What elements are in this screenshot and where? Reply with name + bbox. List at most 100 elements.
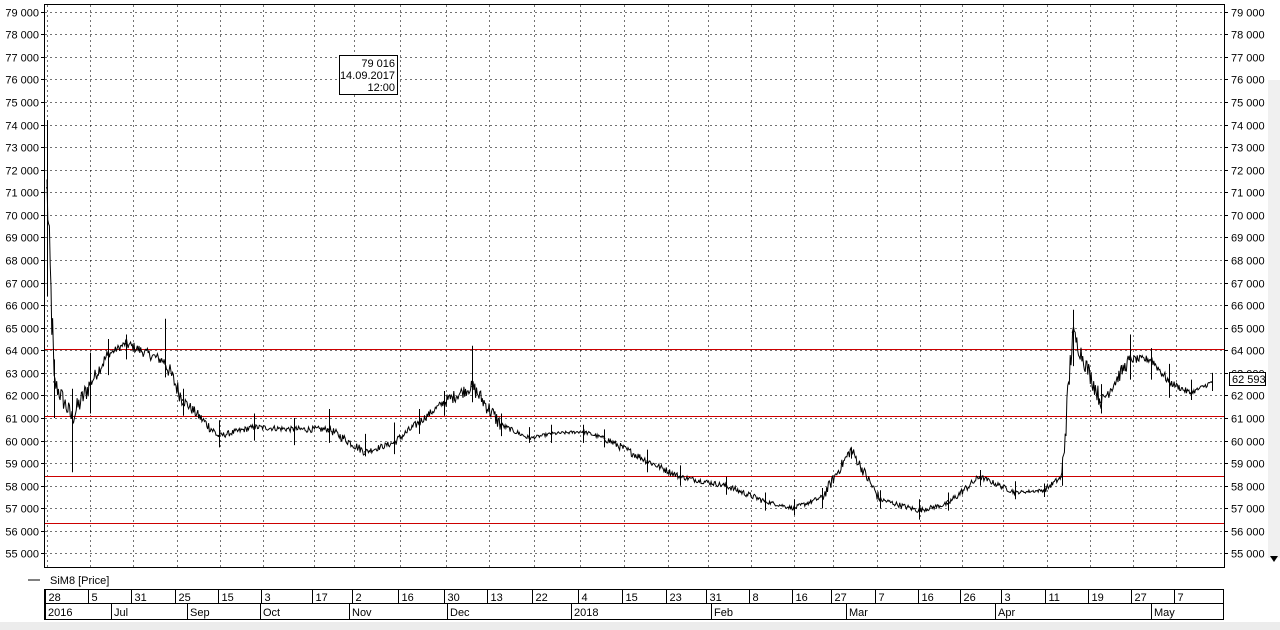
price-point xyxy=(1189,392,1192,395)
price-tooltip: 79 016 14.09.2017 12:00 xyxy=(339,55,398,95)
plot-area xyxy=(44,4,1225,568)
day-label: 31 xyxy=(710,592,722,604)
y-tick-label-left: 56 000 xyxy=(5,527,39,539)
price-point xyxy=(328,428,331,431)
y-tick-label-right: 79 000 xyxy=(1231,8,1265,20)
y-tick-label-left: 58 000 xyxy=(5,482,39,494)
period-label: 2016 xyxy=(48,607,72,619)
y-tick-label-left: 55 000 xyxy=(5,549,39,561)
y-axis-left: 55 000 56 000 57 000 58 000 59 000 60 000 61 0… xyxy=(5,8,45,561)
day-label: 16 xyxy=(922,592,934,604)
y-tick-label-left: 73 000 xyxy=(5,143,39,155)
y-tick-label-right: 59 000 xyxy=(1231,459,1265,471)
day-label: 3 xyxy=(1005,592,1011,604)
y-tick-label-right: 67 000 xyxy=(1231,279,1265,291)
day-label: 15 xyxy=(626,592,638,604)
price-point xyxy=(124,342,127,345)
price-point xyxy=(392,441,395,444)
price-point xyxy=(181,399,184,401)
reference-lines xyxy=(45,349,1224,524)
y-tick-label-left: 69 000 xyxy=(5,233,39,245)
day-labels: 28 5 31 25 15 3 17 2 16 30 13 22 4 15 23 31 8 16 27 7 16 26 3 1… xyxy=(45,590,1184,604)
price-series xyxy=(46,120,1213,520)
price-point xyxy=(1043,489,1045,492)
y-tick-label-right: 64 000 xyxy=(1231,346,1265,358)
price-point xyxy=(417,421,420,424)
y-tick-label-right: 58 000 xyxy=(1231,482,1265,494)
day-label: 27 xyxy=(835,592,847,604)
price-point xyxy=(88,383,91,386)
period-label: Feb xyxy=(714,607,733,619)
price-point xyxy=(764,500,767,503)
y-tick-label-right: 65 000 xyxy=(1231,324,1265,336)
price-point xyxy=(217,435,220,437)
day-label: 22 xyxy=(536,592,548,604)
price-point xyxy=(528,437,531,440)
y-tick-label-right: 74 000 xyxy=(1231,121,1265,133)
price-point xyxy=(442,401,445,404)
period-label: Oct xyxy=(263,607,280,619)
y-tick-label-left: 72 000 xyxy=(5,166,39,178)
price-point xyxy=(725,484,727,487)
y-tick-label-left: 79 000 xyxy=(5,8,39,20)
day-label: 26 xyxy=(964,592,976,604)
day-label: 4 xyxy=(582,592,588,604)
scroll-down-arrow[interactable] xyxy=(1270,556,1278,562)
period-label: Mar xyxy=(849,607,868,619)
y-tick-label-left: 61 000 xyxy=(5,414,39,426)
day-label: 15 xyxy=(222,592,234,604)
day-label: 16 xyxy=(796,592,808,604)
day-label: 8 xyxy=(753,592,759,604)
day-label: 17 xyxy=(316,592,328,604)
y-tick-label-right: 72 000 xyxy=(1231,166,1265,178)
price-point xyxy=(1014,491,1017,494)
vertical-scrollbar[interactable] xyxy=(1268,80,1280,562)
day-label: 7 xyxy=(1178,592,1184,604)
day-label: 11 xyxy=(1049,592,1060,604)
y-tick-label-left: 74 000 xyxy=(5,121,39,133)
price-point xyxy=(499,423,502,426)
y-tick-label-right: 55 000 xyxy=(1231,549,1265,561)
y-tick-label-right: 70 000 xyxy=(1231,211,1265,223)
y-tick-label-right: 56 000 xyxy=(1231,527,1265,539)
day-label: 2 xyxy=(356,592,362,604)
period-label: Jul xyxy=(114,607,128,619)
y-tick-label-left: 71 000 xyxy=(5,188,39,200)
period-label: Sep xyxy=(190,607,210,619)
period-label: Nov xyxy=(352,607,372,619)
price-point xyxy=(792,507,795,510)
price-point xyxy=(946,502,949,505)
y-tick-label-right: 75 000 xyxy=(1231,98,1265,110)
y-tick-label-right: 66 000 xyxy=(1231,301,1265,313)
y-tick-label-left: 62 000 xyxy=(5,391,39,403)
price-point xyxy=(1211,381,1213,384)
y-tick-label-right: 71 000 xyxy=(1231,188,1265,200)
price-point xyxy=(253,426,256,428)
price-point xyxy=(678,475,681,478)
period-label: May xyxy=(1154,607,1175,619)
day-label: 27 xyxy=(1135,592,1147,604)
y-tick-label-left: 77 000 xyxy=(5,53,39,65)
price-point xyxy=(1100,401,1103,404)
price-point xyxy=(53,381,56,383)
legend-label: SiM8 [Price] xyxy=(50,575,109,587)
day-label: 13 xyxy=(491,592,503,604)
horizontal-gridlines xyxy=(45,12,1224,554)
y-tick-label-left: 65 000 xyxy=(5,324,39,336)
price-point xyxy=(364,450,366,453)
y-tick-label-right: 76 000 xyxy=(1231,75,1265,87)
day-label: 25 xyxy=(179,592,191,604)
day-label: 3 xyxy=(265,592,271,604)
price-point xyxy=(549,432,552,435)
price-point xyxy=(603,437,606,440)
y-tick-label-left: 60 000 xyxy=(5,437,39,449)
y-tick-label-left: 67 000 xyxy=(5,279,39,291)
price-point xyxy=(106,353,109,356)
price-point xyxy=(471,385,474,388)
price-point xyxy=(878,498,881,501)
day-label: 16 xyxy=(402,592,414,604)
y-tick-label-left: 76 000 xyxy=(5,75,39,87)
y-tick-label-right: 68 000 xyxy=(1231,256,1265,268)
y-axis-right: 55 000 56 000 57 000 58 000 59 000 60 000 61 0… xyxy=(1224,8,1265,561)
